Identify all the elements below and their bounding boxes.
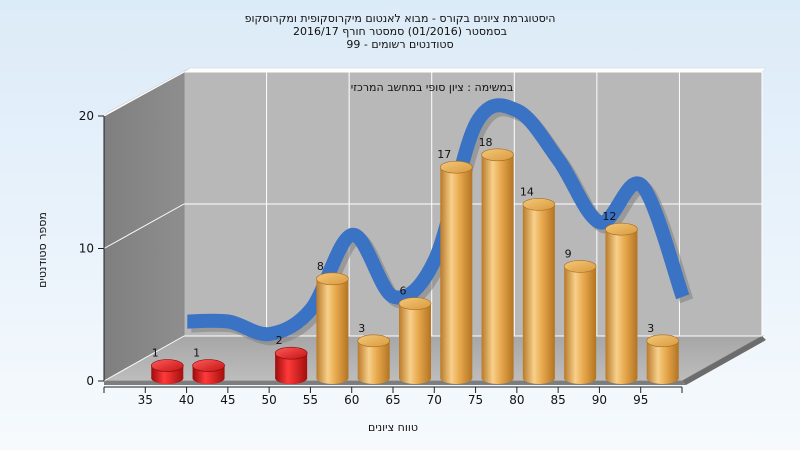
floor-front-lip: [104, 381, 686, 385]
bar-top: [150, 359, 184, 372]
x-tick-label: 65: [385, 393, 400, 407]
x-tick-label: 85: [551, 393, 566, 407]
bar: [563, 260, 597, 384]
bar: [398, 297, 432, 384]
x-tick-label: 90: [592, 393, 607, 407]
bar: [150, 359, 184, 384]
y-axis-title: מספר סטודנטים: [36, 212, 49, 288]
bar-top: [316, 272, 349, 286]
x-tick-label: 35: [138, 393, 153, 407]
x-tick-label: 80: [509, 393, 524, 407]
bar: [605, 222, 638, 384]
x-axis-title: טווח ציונים: [368, 421, 418, 434]
data-label: 1: [193, 347, 200, 360]
x-tick-label: 70: [427, 393, 442, 407]
gridline-h-side: [103, 203, 185, 249]
bar-top: [522, 198, 556, 211]
x-tick-label: 40: [179, 393, 194, 407]
chart-title-line-1: היסטוגרמת ציונים בקורס - מבוא לאנטום מיק…: [245, 12, 556, 25]
gridline-h-side: [103, 71, 185, 117]
data-label: 6: [400, 285, 407, 298]
bar-body: [275, 353, 308, 384]
data-label: 18: [479, 136, 493, 149]
bar: [646, 334, 680, 384]
bar-top: [481, 148, 514, 162]
bar-top: [563, 260, 597, 273]
bar-top: [439, 160, 473, 174]
bar-body: [399, 303, 431, 384]
data-label: 3: [647, 322, 654, 335]
chart-note: במשימה : ציון סופי במחשב המרכזי: [351, 81, 514, 94]
chart-text: היסטוגרמת ציונים בקורס - מבוא לאנטום מיק…: [36, 12, 654, 434]
bars-group: [150, 148, 680, 384]
bar-top: [646, 334, 680, 348]
bar-body: [522, 204, 555, 384]
data-label: 3: [358, 322, 365, 335]
bar: [439, 160, 473, 384]
bar-top: [398, 297, 432, 310]
bar-body: [357, 340, 390, 384]
bar-top: [357, 334, 391, 348]
y-tick-label: 10: [79, 242, 94, 256]
data-label: 8: [317, 260, 324, 273]
x-tick-label: 50: [262, 393, 277, 407]
chart-title-line-3: סטודנטים רשומים - 99: [346, 38, 453, 51]
bar-top: [192, 359, 225, 372]
y-tick-label: 20: [79, 109, 94, 123]
bar: [481, 148, 514, 384]
gridline-h-side: [103, 335, 185, 382]
bar: [192, 359, 225, 384]
bar-body: [564, 266, 597, 384]
bar-top: [605, 222, 638, 236]
y-tick-label: 0: [86, 374, 94, 388]
x-tick-label: 55: [303, 393, 318, 407]
bar-body: [440, 167, 473, 384]
bar: [274, 346, 308, 384]
bar-body: [605, 229, 638, 384]
data-label: 17: [437, 148, 451, 161]
bar: [522, 198, 556, 384]
bar-top: [274, 346, 308, 360]
bar-body: [646, 340, 679, 384]
x-tick-label: 60: [344, 393, 359, 407]
bar-body: [481, 154, 514, 384]
floor-right-lip: [682, 336, 766, 385]
bar-body: [316, 278, 349, 384]
data-label: 14: [520, 185, 534, 198]
data-label: 12: [602, 210, 616, 223]
chart-title-line-2: בסמסטר (01/2016) סמסטר חורף 2016/17: [293, 25, 507, 38]
data-label: 1: [152, 347, 159, 360]
bar: [357, 334, 391, 384]
bar: [316, 272, 349, 384]
data-label: 9: [565, 247, 572, 260]
wall-top-edge-back: [183, 67, 767, 73]
x-tick-label: 75: [468, 393, 483, 407]
data-label: 2: [276, 334, 283, 347]
x-tick-label: 95: [633, 393, 648, 407]
x-tick-label: 45: [220, 393, 235, 407]
